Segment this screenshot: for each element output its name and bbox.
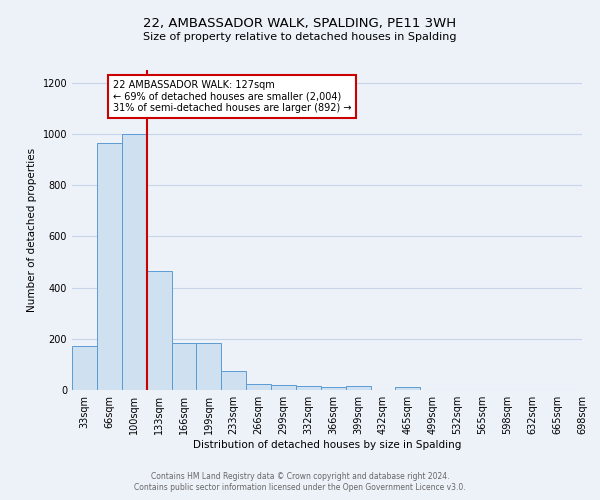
Text: 22, AMBASSADOR WALK, SPALDING, PE11 3WH: 22, AMBASSADOR WALK, SPALDING, PE11 3WH [143, 18, 457, 30]
Text: Contains HM Land Registry data © Crown copyright and database right 2024.: Contains HM Land Registry data © Crown c… [151, 472, 449, 481]
Bar [97, 143, 122, 390]
Y-axis label: Number of detached properties: Number of detached properties [27, 148, 37, 312]
X-axis label: Distribution of detached houses by size in Spalding: Distribution of detached houses by size … [193, 440, 461, 450]
Bar [72, 346, 97, 390]
Bar [246, 384, 271, 390]
Bar [172, 342, 196, 390]
Text: 22 AMBASSADOR WALK: 127sqm
← 69% of detached houses are smaller (2,004)
31% of s: 22 AMBASSADOR WALK: 127sqm ← 69% of deta… [113, 80, 352, 113]
Bar [221, 371, 246, 390]
Bar [321, 388, 346, 390]
Text: Size of property relative to detached houses in Spalding: Size of property relative to detached ho… [143, 32, 457, 42]
Bar [395, 388, 420, 390]
Bar [146, 271, 172, 390]
Bar [296, 386, 321, 390]
Bar [122, 134, 146, 390]
Bar [271, 385, 296, 390]
Bar [196, 342, 221, 390]
Bar [346, 386, 371, 390]
Text: Contains public sector information licensed under the Open Government Licence v3: Contains public sector information licen… [134, 484, 466, 492]
